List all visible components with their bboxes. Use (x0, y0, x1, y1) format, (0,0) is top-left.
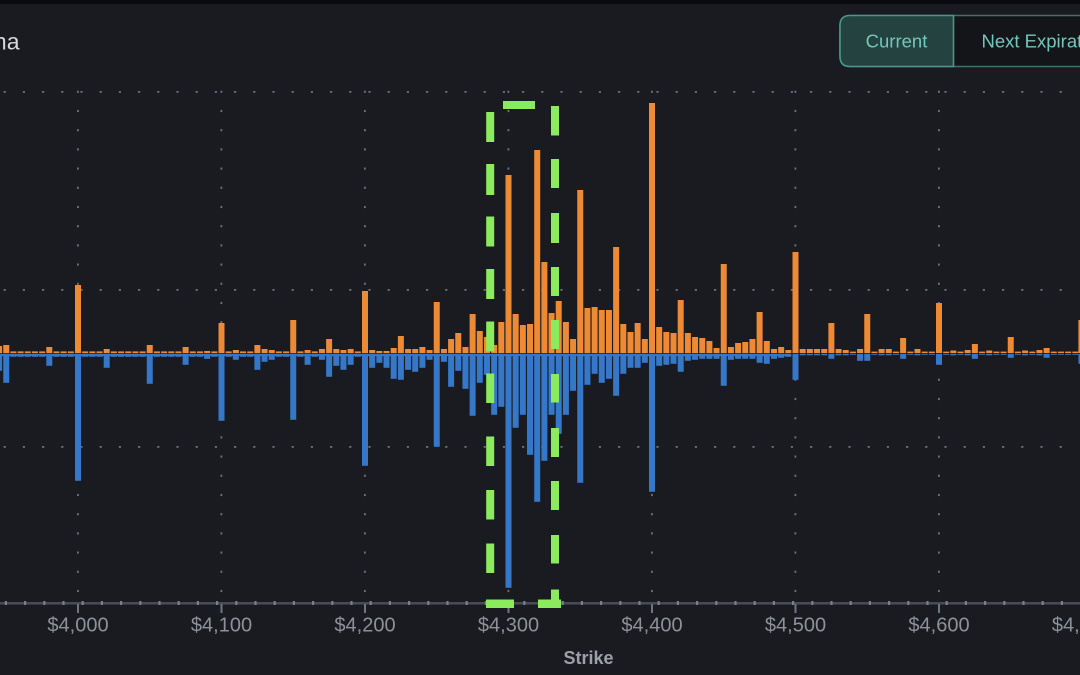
svg-text:$4,100: $4,100 (191, 615, 252, 637)
svg-text:Strike: Strike (563, 648, 613, 668)
svg-text:$4,500: $4,500 (765, 615, 826, 637)
svg-text:$4,000: $4,000 (47, 615, 108, 637)
svg-text:Current: Current (866, 31, 928, 52)
svg-text:$4,700: $4,700 (1052, 615, 1080, 637)
svg-text:$4,600: $4,600 (908, 615, 969, 637)
svg-text:$4,400: $4,400 (621, 615, 682, 637)
svg-text:$4,200: $4,200 (334, 615, 395, 637)
svg-text:Gamma: Gamma (0, 29, 20, 55)
svg-text:$4,300: $4,300 (478, 615, 539, 637)
svg-text:Next Expiration: Next Expiration (982, 31, 1080, 52)
